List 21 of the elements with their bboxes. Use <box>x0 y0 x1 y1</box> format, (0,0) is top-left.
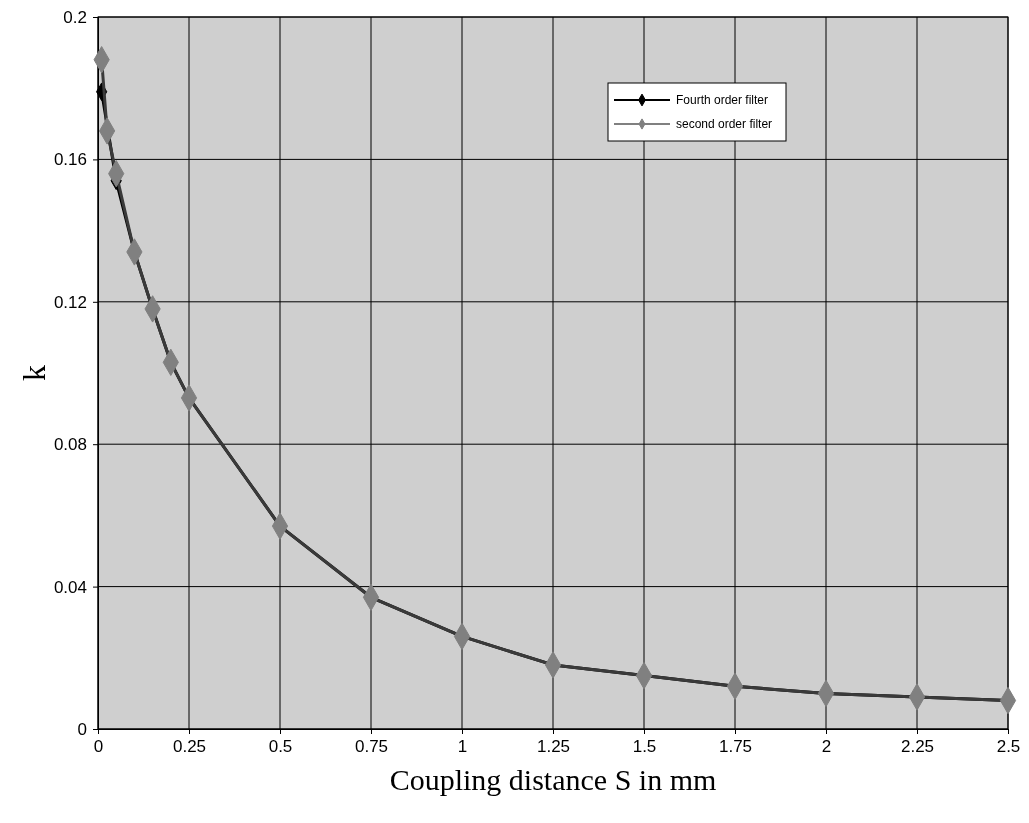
x-tick-label: 1 <box>457 737 468 757</box>
x-axis-title: Coupling distance S in mm <box>389 763 717 796</box>
x-tick-label: 2.5 <box>996 737 1021 757</box>
y-tick-label: 0 <box>77 719 87 739</box>
y-axis-title: k <box>16 365 52 381</box>
x-tick-label: 1.5 <box>632 737 657 757</box>
x-tick-label: 0.5 <box>268 737 293 757</box>
y-tick-label: 0.08 <box>53 435 87 455</box>
legend-label: Fourth order filter <box>676 93 769 107</box>
y-tick-label: 0.16 <box>53 150 87 170</box>
x-tick-label: 0.25 <box>172 737 207 757</box>
x-tick-label: 2.25 <box>900 737 935 757</box>
y-tick-label: 0.2 <box>63 7 87 27</box>
x-tick-label: 1.75 <box>718 737 753 757</box>
x-tick-label: 2 <box>821 737 832 757</box>
y-tick-label: 0.04 <box>53 577 87 597</box>
x-tick-label: 0.75 <box>354 737 389 757</box>
legend-label: second order filter <box>676 117 773 131</box>
x-tick-label: 1.25 <box>536 737 571 757</box>
y-tick-label: 0.12 <box>53 292 87 312</box>
x-tick-label: 0 <box>93 737 104 757</box>
